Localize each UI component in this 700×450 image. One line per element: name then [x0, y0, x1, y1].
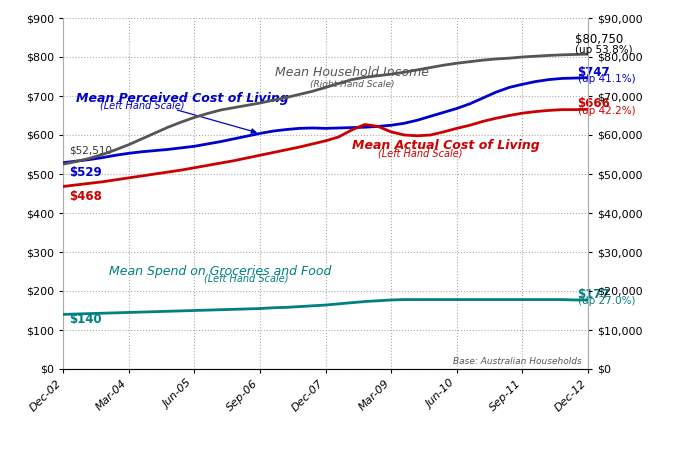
Text: (Right Hand Scale): (Right Hand Scale)	[309, 81, 394, 90]
Text: $747: $747	[578, 66, 610, 79]
Text: Mean Household Income: Mean Household Income	[274, 67, 428, 80]
Text: (up 27.0%): (up 27.0%)	[578, 296, 635, 306]
Text: (up 42.2%): (up 42.2%)	[578, 106, 635, 116]
Text: $666: $666	[578, 97, 610, 110]
Text: Mean Perceived Cost of Living: Mean Perceived Cost of Living	[76, 92, 289, 105]
Text: $140: $140	[69, 313, 102, 326]
Text: (Left Hand Scale): (Left Hand Scale)	[378, 148, 463, 158]
Text: Mean Actual Cost of Living: Mean Actual Cost of Living	[351, 140, 540, 153]
Text: $52,510: $52,510	[69, 145, 113, 155]
Text: $529: $529	[69, 166, 102, 179]
Text: (Left Hand Scale): (Left Hand Scale)	[99, 100, 184, 111]
Text: $80,750: $80,750	[575, 33, 623, 46]
Text: Base: Australian Households: Base: Australian Households	[453, 357, 582, 366]
Text: (up 41.1%): (up 41.1%)	[578, 74, 635, 84]
Text: (up 53.8%): (up 53.8%)	[575, 45, 633, 55]
Text: $468: $468	[69, 189, 102, 202]
Text: (Left Hand Scale): (Left Hand Scale)	[204, 273, 289, 283]
Text: Mean Spend on Groceries and Food: Mean Spend on Groceries and Food	[109, 265, 332, 278]
Text: $177: $177	[578, 288, 610, 301]
